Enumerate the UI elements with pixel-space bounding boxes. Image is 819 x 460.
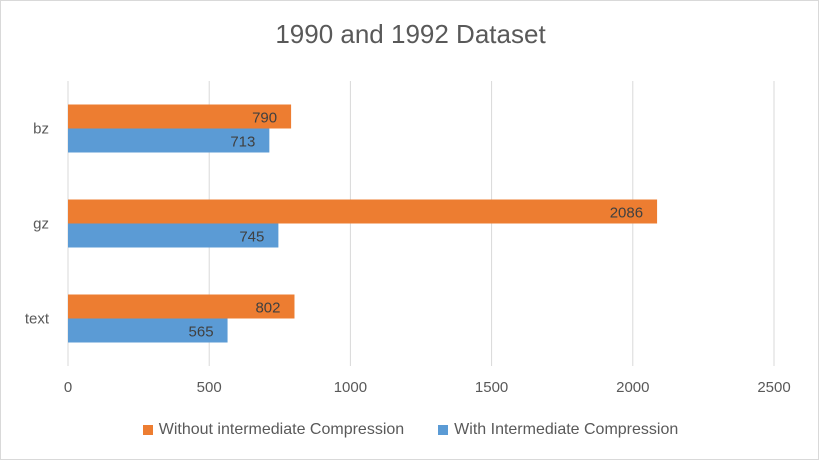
bar <box>68 223 279 248</box>
data-label: 790 <box>252 110 277 127</box>
legend-swatch-with <box>438 425 449 435</box>
data-label: 802 <box>255 300 280 317</box>
x-tick-label: 0 <box>64 379 72 396</box>
data-label: 2086 <box>610 205 643 222</box>
x-tick-label: 500 <box>197 379 222 396</box>
bar <box>68 318 228 343</box>
bar <box>68 294 295 319</box>
data-label: 745 <box>239 229 264 246</box>
legend-label-without: Without intermediate Compression <box>158 421 405 438</box>
bar <box>68 104 292 129</box>
bar <box>68 128 270 153</box>
legend-swatch-without <box>142 425 153 435</box>
x-tick-label: 2500 <box>757 379 790 396</box>
x-tick-label: 2000 <box>616 379 649 396</box>
bar <box>68 199 658 224</box>
legend-item-without: Without intermediate Compression <box>142 421 405 439</box>
category-label: bz <box>33 121 49 138</box>
plot-area: 0 500 1000 1500 2000 2500 bz 790 713 gz 2086 745 tex… <box>25 81 791 396</box>
legend-label-with: With Intermediate Compression <box>454 421 679 438</box>
data-label: 565 <box>189 324 214 341</box>
x-tick-label: 1000 <box>334 379 367 396</box>
chart-title: 1990 and 1992 Dataset <box>275 19 546 49</box>
x-tick-label: 1500 <box>475 379 508 396</box>
category-label: gz <box>33 216 49 233</box>
data-label: 713 <box>230 134 255 151</box>
category-label: text <box>25 311 50 328</box>
legend: Without intermediate Compression With In… <box>1 421 819 439</box>
legend-item-with: With Intermediate Compression <box>438 421 678 439</box>
